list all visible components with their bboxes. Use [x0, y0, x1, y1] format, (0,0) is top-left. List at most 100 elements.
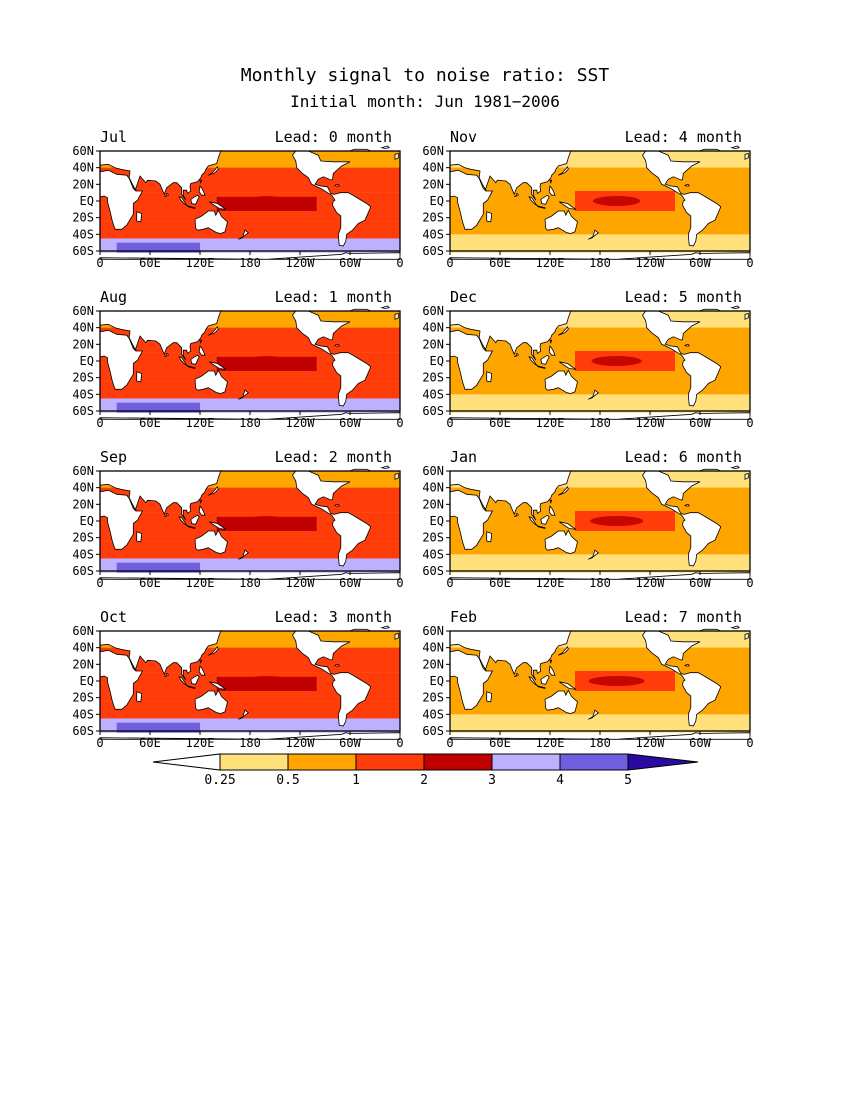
- lon-tick-label: 0: [746, 416, 753, 430]
- lon-tick-label: 120E: [186, 576, 215, 590]
- land-mask: [99, 145, 401, 260]
- lon-tick-label: 0: [746, 736, 753, 750]
- lat-tick-label: 20S: [422, 691, 444, 705]
- lon-tick-label: 0: [96, 256, 103, 270]
- lon-tick-label: 0: [746, 256, 753, 270]
- colorbar-swatch: [152, 753, 221, 771]
- lat-tick-label: 60S: [72, 564, 94, 578]
- lat-tick-label: 20N: [72, 657, 94, 671]
- colorbar-level-label: 5: [624, 773, 632, 788]
- lon-tick-label: 120E: [536, 736, 565, 750]
- lon-tick-label: 0: [396, 736, 403, 750]
- map-panel-sep: Sep Lead: 2 month 60N 40N 20N EQ 20S 40S 60S 0 60E…: [72, 448, 403, 590]
- lon-tick-label: 60E: [139, 416, 161, 430]
- lat-tick-label: 40N: [72, 321, 94, 335]
- lat-tick-label: 60N: [422, 304, 444, 318]
- lon-tick-label: 60W: [339, 576, 361, 590]
- colorbar-swatch: [559, 753, 629, 771]
- lat-tick-label: EQ: [80, 194, 94, 208]
- colorbar: 0.25 0.5 1 2 3 4 5: [152, 753, 699, 788]
- lon-tick-label: 0: [396, 416, 403, 430]
- lon-tick-label: 0: [396, 576, 403, 590]
- lat-tick-label: 40S: [72, 707, 94, 721]
- lon-tick-label: 60W: [339, 416, 361, 430]
- lon-tick-label: 180: [239, 576, 261, 590]
- lat-tick-label: 20S: [422, 531, 444, 545]
- panel-month-label: Sep: [100, 448, 127, 466]
- lat-tick-label: EQ: [430, 194, 444, 208]
- lat-tick-label: 40S: [422, 387, 444, 401]
- lat-tick-label: 20S: [72, 691, 94, 705]
- lat-tick-label: 60N: [72, 464, 94, 478]
- lat-tick-label: 60N: [72, 624, 94, 638]
- lat-tick-label: 40S: [72, 387, 94, 401]
- lon-tick-label: 180: [239, 256, 261, 270]
- panel-lead-label: Lead: 5 month: [625, 288, 742, 306]
- lat-tick-label: EQ: [80, 514, 94, 528]
- lat-tick-label: 20N: [72, 177, 94, 191]
- lat-tick-label: 40N: [422, 161, 444, 175]
- lon-tick-label: 0: [446, 416, 453, 430]
- lon-tick-label: 120E: [536, 576, 565, 590]
- lat-tick-label: 60S: [422, 564, 444, 578]
- lon-tick-label: 120W: [636, 576, 666, 590]
- lon-tick-label: 60W: [339, 736, 361, 750]
- lon-tick-label: 120W: [636, 416, 666, 430]
- lon-tick-label: 60E: [139, 576, 161, 590]
- lat-tick-label: EQ: [430, 354, 444, 368]
- lat-tick-label: 60N: [422, 144, 444, 158]
- lat-tick-label: 60N: [422, 624, 444, 638]
- lon-tick-label: 60W: [689, 416, 711, 430]
- lat-tick-label: 60N: [422, 464, 444, 478]
- lat-tick-label: 60S: [72, 244, 94, 258]
- lon-tick-label: 120E: [186, 416, 215, 430]
- figure-title: Monthly signal to noise ratio: SST: [241, 65, 610, 86]
- lat-tick-label: 40S: [72, 227, 94, 241]
- lat-tick-label: 60S: [72, 404, 94, 418]
- lon-tick-label: 120W: [636, 736, 666, 750]
- lon-tick-label: 0: [396, 256, 403, 270]
- lon-tick-label: 60W: [339, 256, 361, 270]
- lon-tick-label: 0: [446, 736, 453, 750]
- colorbar-level-label: 4: [556, 773, 564, 788]
- panel-month-label: Jan: [450, 448, 477, 466]
- colorbar-level-label: 0.5: [276, 773, 299, 788]
- lon-tick-label: 120E: [186, 256, 215, 270]
- lon-tick-label: 0: [446, 256, 453, 270]
- lon-tick-label: 60E: [489, 576, 511, 590]
- lat-tick-label: 20S: [72, 531, 94, 545]
- panel-lead-label: Lead: 6 month: [625, 448, 742, 466]
- lon-tick-label: 120E: [536, 416, 565, 430]
- lat-tick-label: 60S: [72, 724, 94, 738]
- colorbar-swatch: [423, 753, 493, 771]
- lat-tick-label: 40N: [422, 481, 444, 495]
- land-mask: [99, 625, 401, 740]
- lat-tick-label: 40N: [72, 481, 94, 495]
- lon-tick-label: 60W: [689, 256, 711, 270]
- colorbar-swatch: [491, 753, 561, 771]
- panel-month-label: Jul: [100, 128, 127, 146]
- lat-tick-label: 40S: [422, 707, 444, 721]
- lat-tick-label: 20S: [422, 211, 444, 225]
- panel-lead-label: Lead: 2 month: [275, 448, 392, 466]
- lat-tick-label: 20S: [72, 211, 94, 225]
- lat-tick-label: EQ: [80, 674, 94, 688]
- lat-tick-label: 40S: [72, 547, 94, 561]
- lon-tick-label: 120W: [286, 576, 316, 590]
- panel-lead-label: Lead: 4 month: [625, 128, 742, 146]
- lat-tick-label: 20N: [72, 497, 94, 511]
- lat-tick-label: 20N: [422, 337, 444, 351]
- figure-subtitle: Initial month: Jun 1981−2006: [290, 92, 560, 111]
- lat-tick-label: 40N: [422, 321, 444, 335]
- colorbar-swatch: [627, 753, 699, 771]
- lon-tick-label: 120E: [536, 256, 565, 270]
- lon-tick-label: 120W: [636, 256, 666, 270]
- lat-tick-label: 20S: [72, 371, 94, 385]
- lat-tick-label: 20N: [72, 337, 94, 351]
- lon-tick-label: 60E: [139, 256, 161, 270]
- lat-tick-label: 20N: [422, 177, 444, 191]
- lat-tick-label: 60N: [72, 144, 94, 158]
- lat-tick-label: 40S: [422, 227, 444, 241]
